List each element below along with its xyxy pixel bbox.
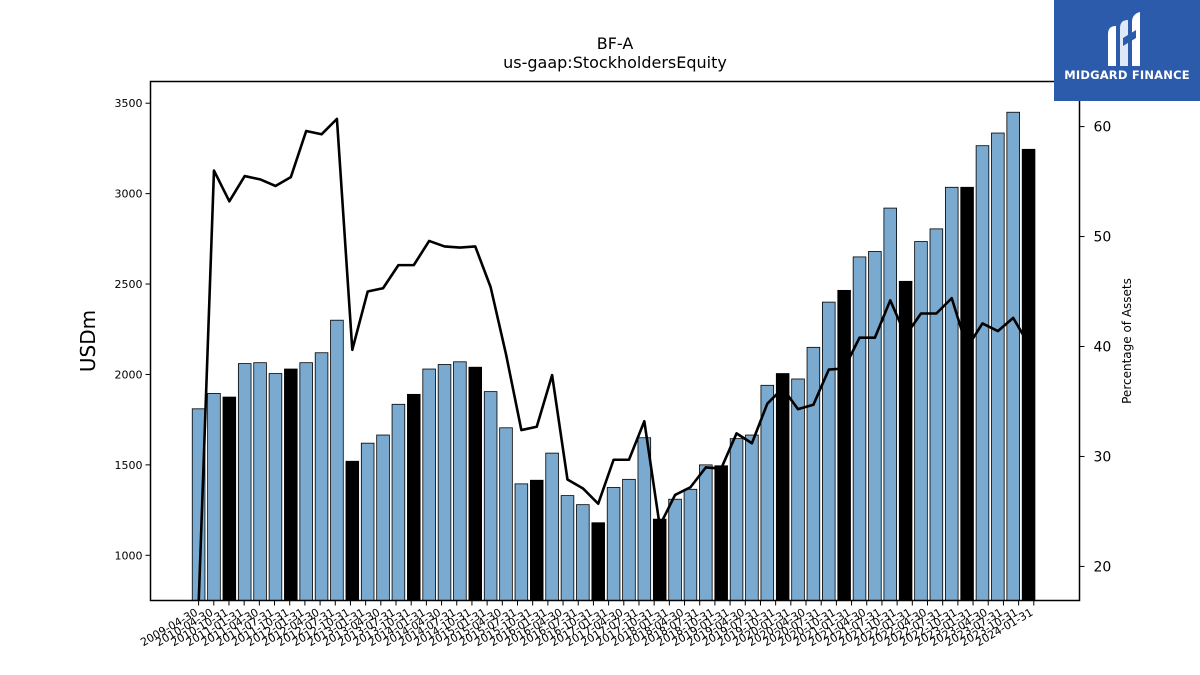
bar bbox=[699, 464, 713, 601]
y2-tick-label: 50 bbox=[1094, 230, 1112, 246]
bar bbox=[1006, 111, 1020, 601]
y-axis-right: 20 30 40 50 60 bbox=[1079, 120, 1112, 575]
bar bbox=[422, 368, 436, 601]
bar bbox=[207, 393, 221, 601]
bar bbox=[852, 256, 867, 601]
y2-tick-label: 20 bbox=[1094, 559, 1112, 575]
bar bbox=[529, 479, 544, 601]
y2-axis-label: Percentage of Assets bbox=[1120, 278, 1134, 404]
y-tick-label: 1500 bbox=[115, 459, 143, 472]
percentage-line bbox=[197, 117, 1030, 601]
bar bbox=[745, 434, 759, 601]
bar bbox=[606, 487, 621, 601]
y2-tick-label: 60 bbox=[1094, 120, 1112, 136]
bar bbox=[391, 403, 406, 601]
bar bbox=[668, 498, 682, 601]
plot-frame bbox=[149, 80, 1081, 602]
bar bbox=[237, 363, 252, 601]
y-tick-label: 3500 bbox=[115, 97, 143, 110]
x-axis: 2009-04-302010-04-302010-10-312011-01-31… bbox=[138, 600, 1035, 649]
bar bbox=[299, 362, 313, 601]
percentage-line-series bbox=[197, 117, 1030, 601]
bar bbox=[837, 289, 851, 601]
bar bbox=[222, 396, 237, 601]
bar bbox=[376, 434, 390, 601]
bar-series bbox=[191, 111, 1036, 601]
bar bbox=[944, 186, 959, 601]
bar bbox=[345, 460, 360, 601]
bar bbox=[914, 241, 928, 601]
bar bbox=[576, 504, 590, 601]
bar bbox=[253, 362, 267, 601]
y-axis-label: USDm bbox=[76, 310, 100, 372]
logo-text: MIDGARD FINANCE bbox=[1064, 68, 1190, 82]
bar bbox=[407, 393, 421, 601]
y2-tick-label: 40 bbox=[1094, 339, 1112, 355]
bar bbox=[683, 488, 698, 601]
midgard-logo-icon bbox=[1108, 12, 1140, 66]
bar bbox=[975, 145, 990, 601]
y-axis-left: 1000 1500 2000 2500 3000 3500 bbox=[115, 97, 151, 562]
bar bbox=[729, 438, 744, 601]
bar bbox=[591, 522, 605, 601]
bar bbox=[883, 207, 898, 601]
bar bbox=[791, 378, 805, 601]
y-tick-label: 1000 bbox=[115, 549, 143, 562]
bar bbox=[330, 319, 344, 601]
bar bbox=[868, 251, 882, 601]
bar bbox=[806, 346, 821, 601]
bar bbox=[1021, 148, 1036, 601]
bar bbox=[991, 132, 1005, 601]
bar bbox=[268, 373, 283, 601]
bar bbox=[652, 518, 667, 601]
y-tick-label: 2000 bbox=[115, 368, 143, 381]
bar bbox=[560, 495, 575, 601]
bar bbox=[499, 427, 513, 601]
bar bbox=[714, 465, 728, 601]
bar bbox=[483, 391, 498, 601]
bar bbox=[468, 366, 483, 601]
bar bbox=[514, 483, 529, 601]
bar bbox=[822, 301, 836, 601]
bar bbox=[453, 361, 467, 601]
bar bbox=[284, 368, 298, 601]
chart-subtitle: us-gaap:StockholdersEquity bbox=[503, 53, 727, 72]
bar bbox=[637, 437, 652, 601]
y-tick-label: 2500 bbox=[115, 278, 143, 291]
bar bbox=[360, 442, 375, 601]
bar bbox=[929, 228, 944, 601]
chart-title: BF-A bbox=[597, 34, 634, 53]
bar bbox=[314, 352, 329, 601]
bar bbox=[622, 478, 636, 601]
y2-tick-label: 30 bbox=[1094, 449, 1112, 465]
bar bbox=[960, 186, 974, 601]
bar bbox=[775, 373, 790, 601]
midgard-finance-logo: MIDGARD FINANCE bbox=[1054, 0, 1200, 101]
y-tick-label: 3000 bbox=[115, 188, 143, 201]
bar bbox=[545, 452, 559, 601]
bar bbox=[437, 364, 452, 601]
